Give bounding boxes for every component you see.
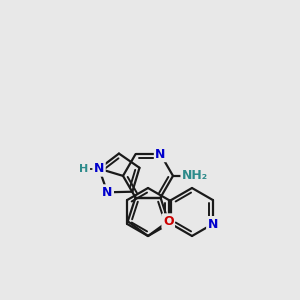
Text: H: H: [80, 164, 89, 174]
Text: N: N: [208, 218, 218, 230]
Text: O: O: [163, 215, 173, 228]
Text: N: N: [155, 148, 166, 161]
Text: N: N: [94, 162, 104, 175]
Text: N: N: [102, 186, 112, 199]
Text: NH₂: NH₂: [182, 169, 208, 182]
